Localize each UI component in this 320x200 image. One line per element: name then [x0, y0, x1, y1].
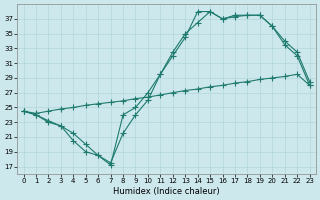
X-axis label: Humidex (Indice chaleur): Humidex (Indice chaleur)	[113, 187, 220, 196]
